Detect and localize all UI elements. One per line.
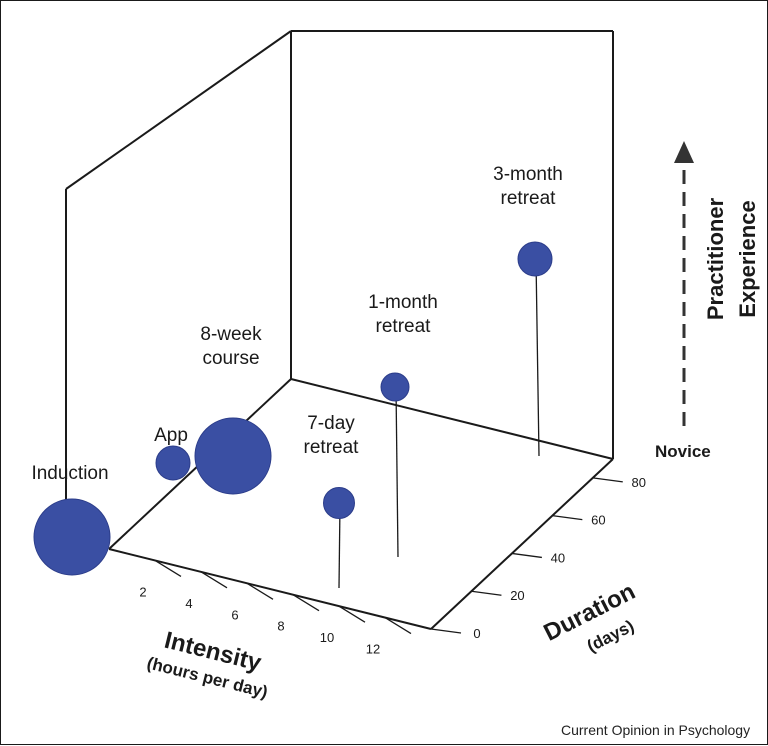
duration-tick-label-1: 20: [510, 588, 524, 603]
intensity-tick-mark-2: [246, 582, 274, 600]
experience-arrow-head: [674, 141, 694, 163]
intensity-tick-mark-0: [154, 559, 182, 577]
point-stem-5: [535, 258, 540, 457]
floor-back-edge: [290, 378, 614, 460]
point-label-4-line-0: 1-month: [368, 292, 438, 313]
point-label-5-line-1: retreat: [501, 188, 557, 209]
duration-tick-mark-3: [552, 515, 583, 521]
data-point-4: [380, 372, 410, 402]
intensity-tick-mark-3: [292, 594, 320, 612]
intensity-tick-mark-5: [384, 617, 412, 635]
point-label-3-line-0: 7-day: [307, 413, 355, 434]
data-point-5: [517, 241, 553, 277]
source-credit: Current Opinion in Psychology: [561, 722, 751, 738]
data-point-0: [33, 498, 111, 576]
duration-tick-label-4: 80: [632, 475, 646, 490]
duration-axis-line: [430, 458, 614, 630]
duration-tick-label-0: 0: [473, 626, 480, 641]
intensity-tick-mark-4: [338, 605, 366, 623]
duration-tick-label-2: 40: [551, 550, 565, 565]
intensity-tick-label-2: 6: [231, 607, 238, 622]
duration-tick-label-3: 60: [591, 513, 605, 528]
data-point-3: [323, 487, 355, 519]
intensity-tick-mark-1: [200, 571, 228, 589]
point-label-0-line-0: Induction: [31, 463, 108, 484]
intensity-tick-label-0: 2: [139, 584, 146, 599]
duration-tick-mark-1: [471, 590, 502, 596]
data-point-1: [155, 445, 191, 481]
point-label-3-line-1: retreat: [304, 437, 360, 458]
data-point-2: [194, 417, 272, 495]
point-label-2-line-0: 8-week: [200, 324, 262, 345]
point-label-5-line-0: 3-month: [493, 164, 563, 185]
experience-axis-title-line-0: Practitioner: [703, 197, 728, 320]
intensity-tick-label-3: 8: [277, 619, 284, 634]
left-wall-top-edge: [65, 30, 292, 190]
point-label-4-line-1: retreat: [376, 316, 432, 337]
intensity-tick-label-4: 10: [320, 630, 334, 645]
intensity-tick-label-5: 12: [366, 642, 380, 657]
duration-tick-mark-0: [430, 628, 462, 634]
intensity-tick-label-1: 4: [185, 596, 192, 611]
duration-tick-mark-2: [511, 552, 542, 559]
novice-label: Novice: [655, 442, 711, 461]
intensity-axis-line: [108, 548, 432, 630]
point-label-1-line-0: App: [154, 425, 188, 446]
point-label-2-line-1: course: [202, 348, 259, 369]
point-stem-4: [395, 386, 399, 558]
experience-axis-title-line-1: Experience: [735, 200, 760, 317]
duration-tick-mark-4: [592, 477, 623, 483]
